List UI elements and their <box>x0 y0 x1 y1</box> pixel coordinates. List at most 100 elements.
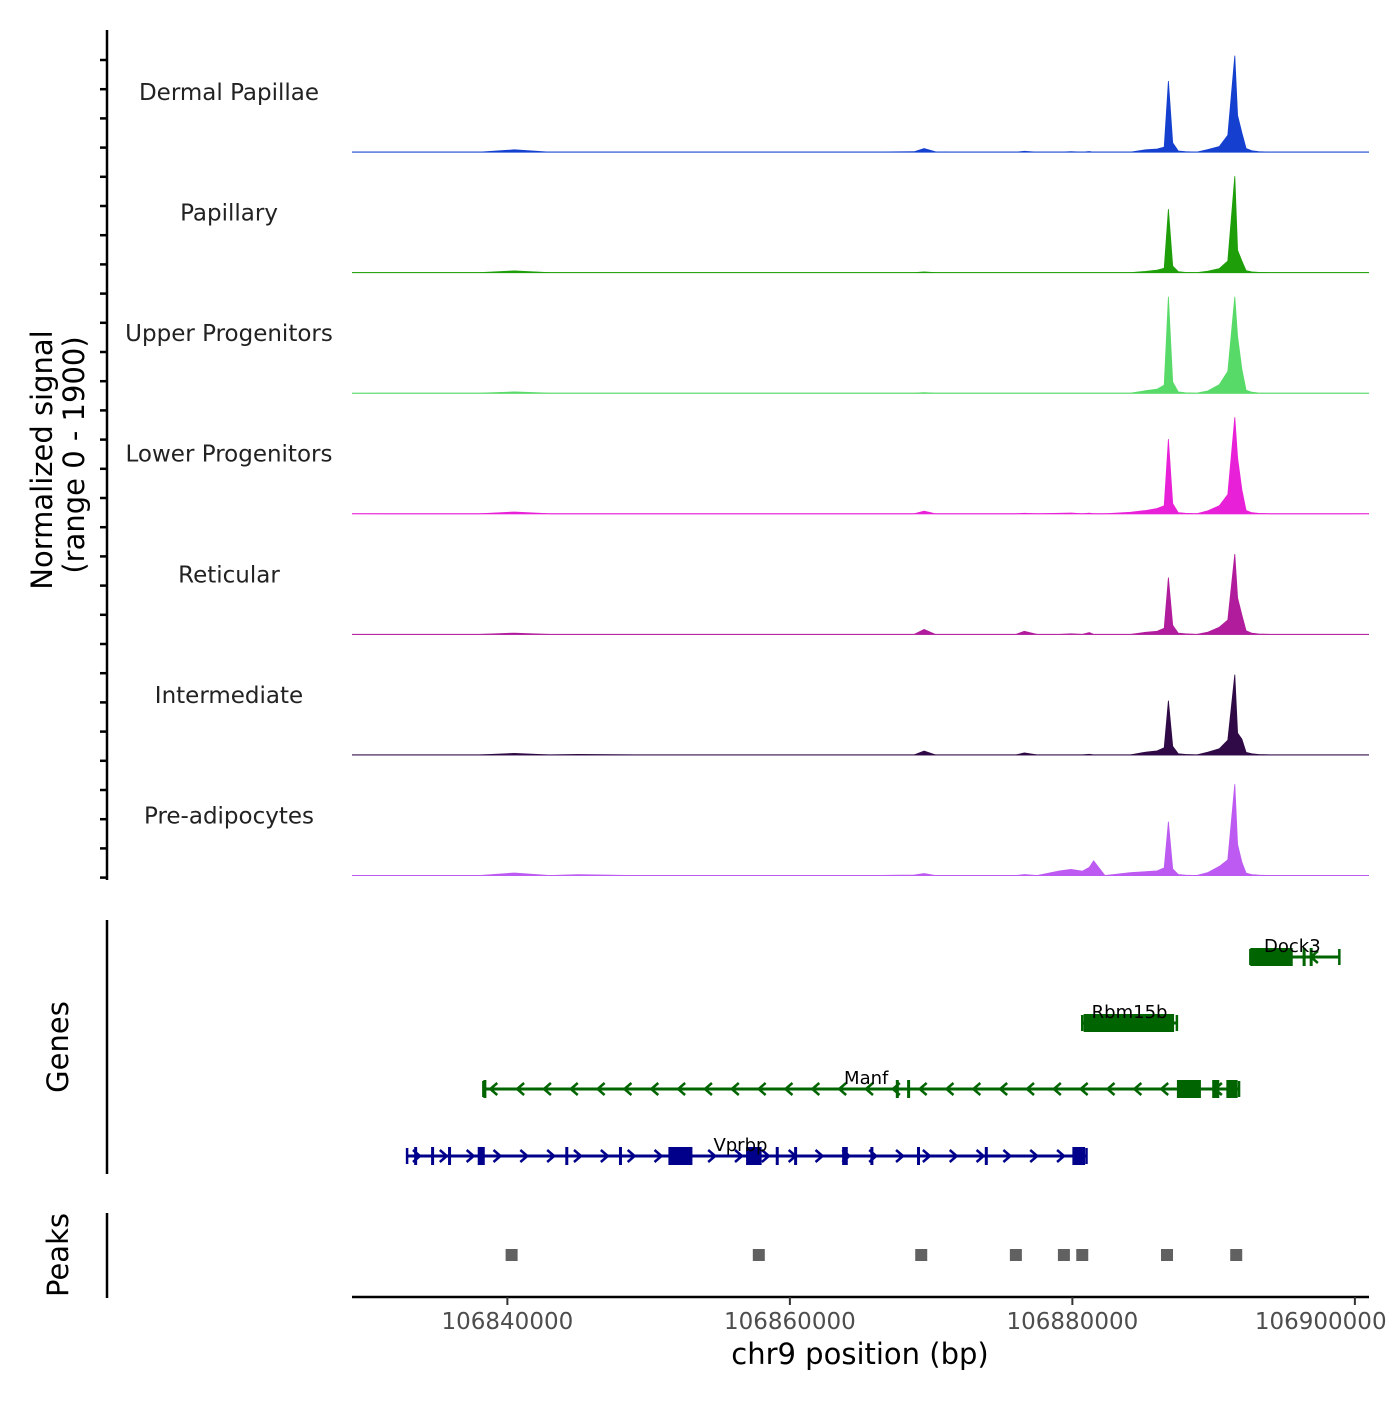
exon <box>895 1080 899 1098</box>
track-lower-progenitors: Lower Progenitors <box>126 417 1370 515</box>
track-signal-area <box>351 55 1370 153</box>
peaks-ylabel: Peaks <box>41 1213 75 1297</box>
track-signal-area <box>351 554 1370 635</box>
strand-arrow <box>653 1149 664 1163</box>
strand-arrow <box>492 1149 503 1163</box>
strand-arrow <box>971 1082 982 1096</box>
strand-arrow <box>837 1082 847 1096</box>
x-tick-label: 106840000 <box>442 1309 574 1335</box>
gene-track: Dock3 Rbm15b Manf Vprbp <box>405 936 1341 1165</box>
coverage-ylabel-line2: (range 0 - 1900) <box>57 336 91 573</box>
strand-arrow <box>595 1082 606 1096</box>
exon <box>794 1147 798 1165</box>
exon <box>477 1147 485 1165</box>
strand-arrow <box>465 1149 476 1163</box>
strand-arrow <box>1078 1082 1089 1096</box>
strand-arrow <box>729 1082 740 1096</box>
gene-rbm15b: Rbm15b <box>1081 1002 1179 1032</box>
peak <box>1076 1249 1089 1261</box>
strand-arrow <box>622 1082 633 1096</box>
x-axis-ticks: 106840000 106860000 106880000 106900000 <box>442 1297 1387 1335</box>
coverage-ylabel-line1: Normalized signal <box>25 330 59 589</box>
exon <box>775 1147 779 1165</box>
track-label: Dermal Papillae <box>139 80 319 106</box>
exon <box>448 1147 452 1165</box>
strand-arrow <box>515 1082 525 1096</box>
track-pre-adipocytes: Pre-adipocytes <box>144 784 1369 876</box>
x-tick-label: 106860000 <box>724 1309 856 1335</box>
gene-dock3: Dock3 <box>1249 936 1341 966</box>
peak <box>752 1249 765 1261</box>
exon <box>1083 1014 1175 1032</box>
genes-ylabel: Genes <box>41 1001 75 1093</box>
track-signal-area <box>351 176 1370 274</box>
strand-arrow <box>814 1149 825 1163</box>
strand-arrow <box>438 1149 449 1163</box>
exon <box>1250 948 1293 966</box>
strand-arrow <box>1029 1149 1040 1163</box>
gene-label: Manf <box>844 1068 889 1089</box>
strand-arrow <box>948 1149 959 1163</box>
exon <box>431 1147 435 1165</box>
track-upper-progenitors: Upper Progenitors <box>125 296 1370 394</box>
track-signal-area <box>352 784 1369 876</box>
exon <box>1212 1080 1220 1098</box>
track-reticular: Reticular <box>178 554 1370 635</box>
gene-vprbp: Vprbp <box>405 1135 1088 1165</box>
strand-arrow <box>1002 1149 1013 1163</box>
coverage-tracks: Dermal Papillae Papillary Upper Progenitor… <box>125 55 1370 876</box>
peak <box>505 1249 518 1261</box>
exon <box>1226 1080 1238 1098</box>
peak <box>1057 1249 1070 1261</box>
exon <box>907 1080 911 1098</box>
gene-label: Rbm15b <box>1092 1002 1168 1023</box>
strand-arrow <box>519 1149 530 1163</box>
exon <box>565 1147 569 1165</box>
exon <box>1176 1080 1201 1098</box>
peak <box>1161 1249 1174 1261</box>
strand-arrow <box>1132 1082 1143 1096</box>
exon <box>618 1147 622 1165</box>
track-label: Intermediate <box>155 683 303 709</box>
peak-track <box>505 1249 1243 1261</box>
gene-label: Vprbp <box>713 1135 767 1156</box>
exon <box>870 1147 874 1165</box>
strand-arrow <box>488 1082 499 1096</box>
strand-arrow <box>922 1149 932 1163</box>
exon <box>1072 1147 1086 1165</box>
track-dermal-papillae: Dermal Papillae <box>139 55 1370 153</box>
strand-arrow <box>573 1149 583 1163</box>
exon <box>984 1147 988 1165</box>
track-label: Reticular <box>178 562 280 588</box>
strand-arrow <box>1056 1149 1066 1163</box>
track-label: Papillary <box>180 201 278 227</box>
strand-arrow <box>734 1149 744 1163</box>
coverage-y-axis <box>100 30 109 880</box>
strand-arrow <box>1051 1082 1062 1096</box>
exon <box>1309 948 1313 966</box>
gene-label: Dock3 <box>1264 936 1321 957</box>
strand-arrow <box>649 1082 660 1096</box>
peak <box>915 1249 928 1261</box>
exon <box>668 1147 693 1165</box>
strand-arrow <box>542 1082 552 1096</box>
track-papillary: Papillary <box>180 176 1370 274</box>
exon <box>1302 948 1306 966</box>
strand-arrow <box>917 1082 928 1096</box>
strand-arrow <box>626 1149 637 1163</box>
exon <box>917 1147 920 1165</box>
strand-arrow <box>1025 1082 1035 1096</box>
exon <box>842 1147 848 1165</box>
track-signal-area <box>351 417 1370 515</box>
strand-arrow <box>864 1082 874 1096</box>
strand-arrow <box>676 1082 686 1096</box>
strand-arrow <box>703 1082 713 1096</box>
strand-arrow <box>761 1149 771 1163</box>
strand-arrow <box>600 1149 610 1163</box>
track-label: Pre-adipocytes <box>144 803 314 829</box>
strand-arrow <box>756 1082 767 1096</box>
x-tick-label: 106900000 <box>1255 1309 1387 1335</box>
exon <box>414 1147 418 1165</box>
strand-arrow <box>895 1149 905 1163</box>
x-axis-label: chr9 position (bp) <box>731 1337 988 1371</box>
